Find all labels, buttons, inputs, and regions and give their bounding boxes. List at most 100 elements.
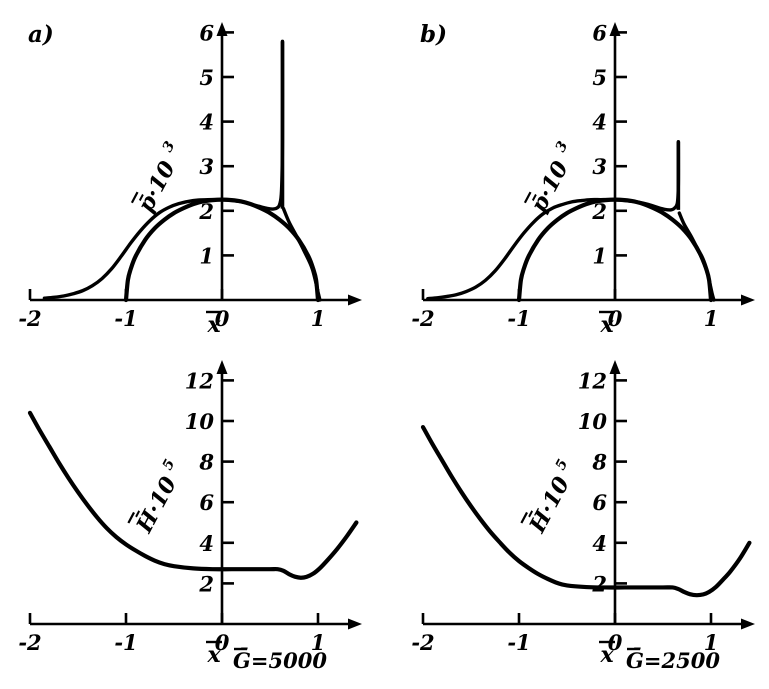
y-axis-arrow-icon [609,360,621,374]
y-axis-label: H̄·105 [520,457,575,538]
y-tick-label: 1 [199,243,214,268]
y-tick-label: 8 [198,450,214,475]
y-tick-label: 1 [592,243,607,268]
x-tick-label: -2 [18,630,41,655]
y-axis-label-exponent: 5 [553,457,572,473]
y-axis-panel-a-thickness [216,360,228,624]
curve-ehl-pressure-with-spike-inlet [426,139,681,301]
y-axis-panel-a-pressure [216,22,228,300]
y-axis-label-exponent: 3 [160,139,179,155]
y-tick-label: 6 [199,20,214,45]
y-tick-10: 10 [578,409,627,434]
y-tick-2: 2 [198,199,234,224]
y-axis-label-base: H̄·10 [129,471,182,538]
y-tick-label: 6 [592,20,607,45]
y-tick-2: 2 [591,571,627,596]
x-tick--1: -1 [507,613,531,655]
y-axis-arrow-icon [609,22,621,36]
x-tick-1: 1 [311,613,326,655]
annotation-text: Ḡ=5000 [233,648,327,673]
y-tick-label: 2 [591,571,607,596]
x-axis-panel-a-thickness [30,618,362,630]
x-tick-label: -1 [507,630,530,655]
x-axis-arrow-icon [348,618,362,630]
y-axis-label-base: H̄·10 [522,471,575,538]
y-tick-5: 5 [199,65,234,90]
y-tick-3: 3 [592,154,627,179]
y-axis-label-exponent: 3 [553,139,572,155]
x-axis-panel-b-thickness [423,618,755,630]
x-axis-panel-b-pressure [423,294,755,306]
y-axis-label-overbar [130,191,139,204]
y-tick-12: 12 [578,368,627,393]
x-tick-label: 0 [215,630,230,655]
x-tick-label: 1 [311,630,326,655]
y-axis-panel-b-thickness [609,360,621,624]
y-tick-12: 12 [185,368,234,393]
y-axis-label-overbar [127,511,135,524]
y-tick-6: 6 [592,20,627,45]
y-tick-label: 6 [199,490,214,515]
y-tick-6: 6 [199,490,234,515]
y-axis-label-overbar [523,191,532,204]
y-tick-label: 4 [592,110,607,135]
y-axis-label-overbar [520,511,528,524]
y-tick-10: 10 [185,409,234,434]
x-tick-1: 1 [704,613,719,655]
y-tick-4: 4 [199,531,234,556]
y-axis-label: p̄·103 [523,139,574,217]
curve-film-thickness [420,424,752,598]
y-tick-8: 8 [198,450,234,475]
y-tick-4: 4 [592,531,627,556]
y-tick-label: 3 [199,154,214,179]
y-tick-label: 10 [578,409,608,434]
y-axis-arrow-icon [216,22,228,36]
y-axis-label: H̄·105 [127,457,182,538]
x-tick-label: -2 [411,630,434,655]
y-tick-6: 6 [592,490,627,515]
x-axis-label: x [599,640,615,668]
x-axis-label: x [599,310,615,338]
x-axis-panel-a-pressure [30,294,362,306]
x-tick--2: -2 [411,289,435,331]
x-tick-label: -1 [114,306,137,331]
y-tick-2: 2 [198,571,234,596]
y-tick-label: 2 [198,199,214,224]
y-tick-label: 2 [591,199,607,224]
x-tick-label: 1 [704,306,719,331]
y-tick-5: 5 [592,65,627,90]
x-tick-label: -1 [114,630,137,655]
x-tick-label: 0 [608,630,623,655]
x-axis-label-text: x [599,312,614,338]
x-axis-label-text: x [206,642,221,668]
annotation-panel-a-thickness: Ḡ=5000 [233,647,327,673]
y-tick-3: 3 [199,154,234,179]
y-tick-label: 2 [198,571,214,596]
annotation-panel-b-thickness: Ḡ=2500 [626,647,720,673]
x-tick-label: -1 [507,306,530,331]
curve-film-thickness [27,410,359,580]
x-tick-0: 0 [608,613,623,655]
y-axis-panel-b-pressure [609,22,621,300]
x-axis-label: x [206,310,222,338]
x-axis-arrow-icon [741,618,755,630]
x-tick--2: -2 [18,289,42,331]
y-tick-1: 1 [199,243,234,268]
y-tick-label: 4 [199,531,214,556]
x-tick-label: -2 [411,306,434,331]
curve-ehl-pressure-with-spike-outlet [677,211,716,302]
x-axis-arrow-icon [348,294,362,306]
x-tick-label: 1 [311,306,326,331]
y-tick-label: 5 [592,65,607,90]
y-tick-label: 5 [199,65,214,90]
y-tick-label: 6 [592,490,607,515]
y-tick-2: 2 [591,199,627,224]
y-tick-label: 10 [185,409,215,434]
x-tick-label: 1 [704,630,719,655]
